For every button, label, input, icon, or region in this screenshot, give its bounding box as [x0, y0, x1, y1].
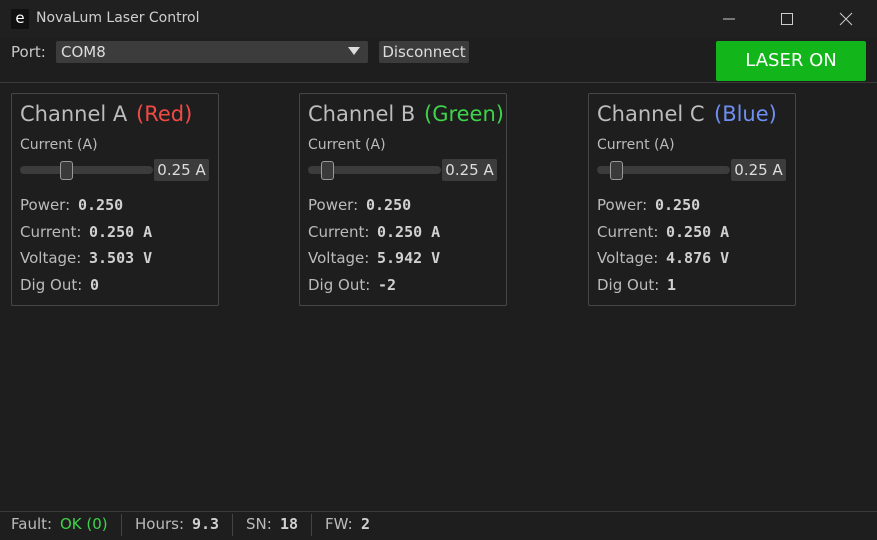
- status-label: SN:: [246, 515, 272, 533]
- status-separator: [232, 514, 233, 536]
- current-label: Current (A): [308, 137, 386, 153]
- laser-button[interactable]: LASER ON: [716, 41, 866, 81]
- disconnect-button[interactable]: Disconnect: [379, 41, 469, 63]
- channel-name: Channel B: [308, 102, 416, 126]
- readout-value: 0.250: [78, 196, 124, 214]
- slider-thumb[interactable]: [60, 161, 73, 180]
- channel-name: Channel C: [597, 102, 705, 126]
- maximize-button[interactable]: [781, 13, 793, 25]
- channel-color: (Red): [136, 102, 193, 126]
- status-value: 18: [280, 515, 299, 533]
- readout-value: 0.250: [655, 196, 701, 214]
- readout-value: 0: [90, 275, 100, 294]
- readout-label: Dig Out:: [308, 275, 371, 294]
- status-label: Hours:: [135, 515, 184, 533]
- readout-label: Current:: [20, 222, 82, 241]
- readout-value: 0.250: [366, 196, 412, 214]
- readout-value: -2: [378, 275, 397, 294]
- readout-value: 1: [667, 275, 677, 294]
- readout-value: 0.250 A: [89, 222, 153, 241]
- window-controls: [723, 12, 853, 26]
- readout-label: Power:: [597, 196, 648, 214]
- readout-value: 0.250 A: [377, 222, 441, 241]
- readout-label: Current:: [308, 222, 370, 241]
- readout-label: Voltage:: [20, 249, 82, 267]
- current-slider[interactable]: [597, 166, 730, 174]
- readout-value: 0.250 A: [666, 222, 730, 241]
- app-icon: e: [11, 9, 29, 29]
- readout-value: 5.942 V: [377, 249, 441, 267]
- channel-panel: [11, 93, 219, 306]
- channel-color: (Green): [424, 102, 504, 126]
- readout-label: Power:: [20, 196, 71, 214]
- readout-label: Dig Out:: [20, 275, 83, 294]
- status-value: 9.3: [192, 515, 220, 533]
- status-separator: [121, 514, 122, 536]
- status-value: 2: [361, 515, 371, 533]
- dropdown-arrow: [348, 47, 360, 55]
- readout-label: Current:: [597, 222, 659, 241]
- current-slider[interactable]: [308, 166, 441, 174]
- status-separator: [311, 514, 312, 536]
- readout-label: Power:: [308, 196, 359, 214]
- current-value: 0.25 A: [442, 159, 497, 181]
- status-bar: [0, 511, 877, 540]
- slider-thumb[interactable]: [610, 161, 623, 180]
- current-value: 0.25 A: [731, 159, 786, 181]
- port-label: Port:: [11, 43, 46, 61]
- window-title: NovaLum Laser Control: [36, 10, 200, 26]
- readout-value: 3.503 V: [89, 249, 153, 267]
- separator: [0, 82, 877, 83]
- close-button[interactable]: [839, 12, 853, 26]
- status-value: OK (0): [60, 515, 108, 533]
- readout-label: Voltage:: [308, 249, 370, 267]
- channel-name: Channel A: [20, 102, 128, 126]
- channel-panel: [588, 93, 796, 306]
- current-label: Current (A): [20, 137, 98, 153]
- readout-value: 4.876 V: [666, 249, 730, 267]
- readout-label: Dig Out:: [597, 275, 660, 294]
- readout-label: Voltage:: [597, 249, 659, 267]
- channel-color: (Blue): [714, 102, 777, 126]
- port-dropdown[interactable]: COM8: [56, 41, 368, 63]
- current-value: 0.25 A: [154, 159, 209, 181]
- current-label: Current (A): [597, 137, 675, 153]
- channel-panel: [299, 93, 507, 306]
- slider-thumb[interactable]: [321, 161, 334, 180]
- status-label: FW:: [325, 515, 353, 533]
- current-slider[interactable]: [20, 166, 153, 174]
- status-label: Fault:: [11, 515, 53, 533]
